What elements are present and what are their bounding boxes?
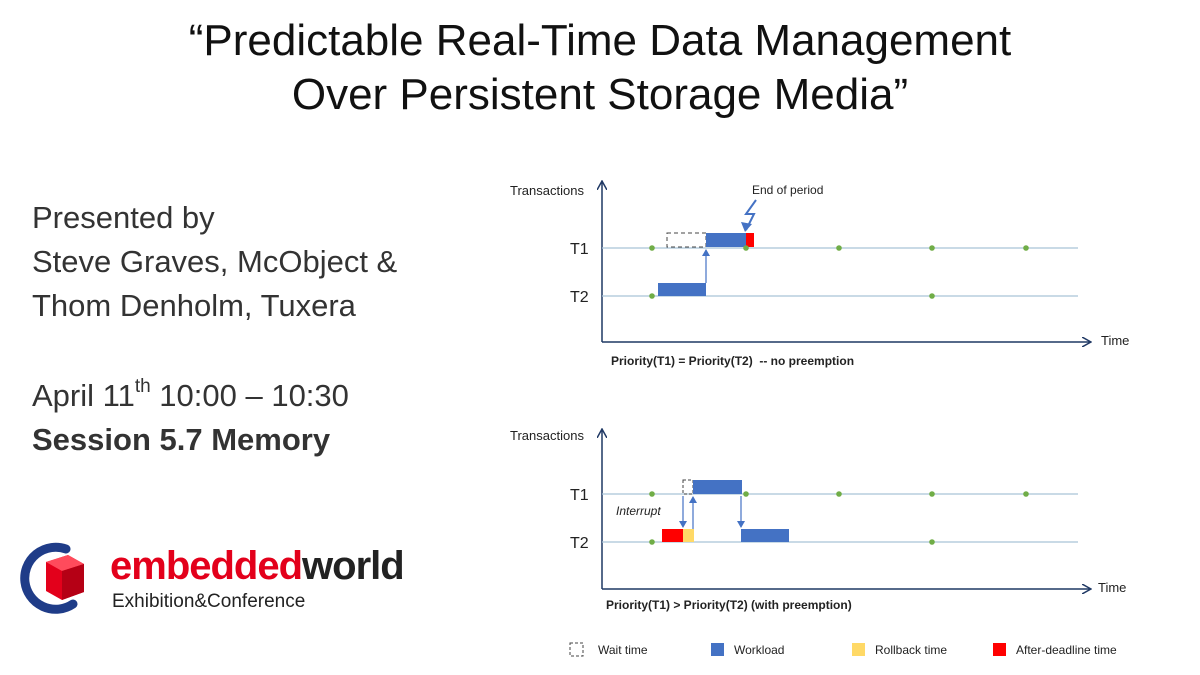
workload-block-t1 xyxy=(706,233,746,247)
lightning-icon xyxy=(744,199,757,231)
row-label-t1: T1 xyxy=(570,241,589,258)
slide-title: “Predictable Real-Time Data Management O… xyxy=(0,14,1200,122)
period-dot xyxy=(743,245,749,251)
period-dot xyxy=(929,539,935,545)
y-axis-label: Transactions xyxy=(510,428,584,443)
diagram-caption: Priority(T1) > Priority(T2) (with preemp… xyxy=(606,598,852,612)
x-axis-label: Time xyxy=(1101,333,1129,348)
logo-word-world: world xyxy=(302,544,405,588)
logo-word-embedded: embedded xyxy=(110,544,303,588)
presented-by-label: Presented by xyxy=(32,200,215,235)
interrupt-label: Interrupt xyxy=(616,504,661,518)
legend: Wait time Workload Rollback time After-d… xyxy=(569,642,1117,657)
period-markers xyxy=(649,245,1029,299)
wait-time-block xyxy=(666,232,707,248)
period-dot xyxy=(929,491,935,497)
presenters-block: Presented by Steve Graves, McObject & Th… xyxy=(32,196,397,328)
presenter-2: Thom Denholm, Tuxera xyxy=(32,288,356,323)
date-prefix: April 11 xyxy=(32,378,135,413)
period-dot xyxy=(836,491,842,497)
period-dot xyxy=(929,293,935,299)
x-axis-label: Time xyxy=(1098,580,1126,595)
period-dot xyxy=(1023,245,1029,251)
rollback-block-t2 xyxy=(683,529,694,542)
legend-workload-label: Workload xyxy=(734,643,784,657)
workload-block-t1 xyxy=(693,480,742,494)
legend-after-deadline-label: After-deadline time xyxy=(1016,643,1117,657)
period-dot xyxy=(1023,491,1029,497)
workload-block-t2 xyxy=(658,283,706,296)
after-deadline-block-t2 xyxy=(662,529,683,542)
embedded-world-logo-icon xyxy=(20,542,84,614)
row-label-t2: T2 xyxy=(570,289,589,306)
session-name: Session 5.7 Memory xyxy=(32,422,331,457)
period-dot xyxy=(649,491,655,497)
legend-wait-label: Wait time xyxy=(598,643,648,657)
legend-workload-swatch xyxy=(711,643,724,656)
after-deadline-block-t1 xyxy=(746,233,754,247)
title-line-1: “Predictable Real-Time Data Management xyxy=(188,16,1012,65)
date-ordinal: th xyxy=(134,376,151,397)
period-dot xyxy=(649,539,655,545)
legend-rollback-label: Rollback time xyxy=(875,643,947,657)
presenter-1: Steve Graves, McObject & xyxy=(32,244,398,279)
diagram-no-preemption: Transactions Time T1 T2 End of period Pr… xyxy=(510,182,1129,368)
legend-rollback-swatch xyxy=(852,643,865,656)
period-markers xyxy=(649,491,1029,545)
legend-after-deadline-swatch xyxy=(993,643,1006,656)
period-dot xyxy=(649,293,655,299)
period-dot xyxy=(649,245,655,251)
session-time: 10:00 – 10:30 xyxy=(150,378,349,413)
title-line-2: Over Persistent Storage Media” xyxy=(291,70,909,119)
session-date: April 11th 10:00 – 10:30 xyxy=(32,374,349,418)
period-dot xyxy=(743,491,749,497)
y-axis-label: Transactions xyxy=(510,183,584,198)
row-label-t1: T1 xyxy=(570,487,589,504)
period-dot xyxy=(836,245,842,251)
end-of-period-label: End of period xyxy=(752,183,823,197)
row-label-t2: T2 xyxy=(570,535,589,552)
diagram-caption: Priority(T1) = Priority(T2) -- no preemp… xyxy=(611,354,854,368)
logo-wordmark: embeddedworld xyxy=(110,544,405,589)
period-dot xyxy=(929,245,935,251)
lightning-tip-icon xyxy=(741,222,752,232)
wait-time-block xyxy=(682,479,694,495)
logo-subtitle: Exhibition&Conference xyxy=(112,591,306,612)
diagram-with-preemption: Transactions Time T1 T2 Interrupt Priori… xyxy=(510,428,1126,612)
legend-wait-swatch xyxy=(569,642,584,657)
workload-block-t2 xyxy=(741,529,789,542)
